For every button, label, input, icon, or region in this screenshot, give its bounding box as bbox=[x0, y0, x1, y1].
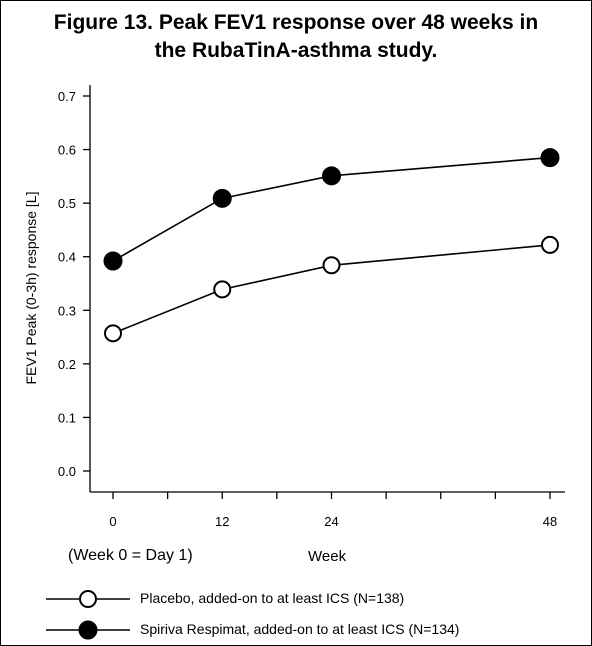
chart-title: Figure 13. Peak FEV1 response over 48 we… bbox=[0, 9, 592, 65]
x-axis-label: Week bbox=[308, 548, 347, 565]
x-tick-label: 0 bbox=[109, 514, 116, 529]
title-line-2: the RubaTinA-asthma study. bbox=[154, 39, 438, 62]
line-chart: 0.0 0.1 0.2 0.3 0.4 0.5 0.6 0.7 0 12 24 48 FEV1 Peak… bbox=[23, 85, 565, 529]
y-tick-label: 0.1 bbox=[58, 410, 76, 425]
y-tick-label: 0.5 bbox=[58, 196, 76, 211]
data-point bbox=[212, 188, 232, 208]
data-point bbox=[213, 280, 232, 299]
legend-label-spiriva: Spiriva Respimat, added-on to at least I… bbox=[140, 621, 460, 637]
data-point bbox=[541, 235, 559, 254]
title-line-1: Figure 13. Peak FEV1 response over 48 we… bbox=[53, 11, 539, 34]
y-tick-label: 0.7 bbox=[58, 89, 76, 104]
y-tick-label: 0.2 bbox=[58, 357, 76, 372]
chart-axes: 0.0 0.1 0.2 0.3 0.4 0.5 0.6 0.7 0 12 24 48 FEV1 Peak… bbox=[23, 85, 565, 529]
legend-marker-spiriva bbox=[46, 620, 130, 640]
data-point bbox=[322, 166, 341, 186]
legend-item-placebo: Placebo, added-on to at least ICS (N=138… bbox=[0, 587, 592, 611]
legend-item-spiriva: Spiriva Respimat, added-on to at least I… bbox=[0, 618, 592, 642]
legend-marker-placebo bbox=[46, 590, 130, 608]
chart-series bbox=[103, 148, 560, 343]
data-point bbox=[322, 256, 341, 275]
data-point bbox=[103, 251, 123, 271]
week-note: (Week 0 = Day 1) bbox=[68, 547, 193, 564]
series-line-1 bbox=[112, 156, 551, 262]
data-point bbox=[540, 148, 560, 168]
legend-label-placebo: Placebo, added-on to at least ICS (N=138… bbox=[140, 590, 405, 606]
data-point bbox=[104, 324, 122, 343]
x-tick-label: 12 bbox=[215, 514, 229, 529]
y-tick-label: 0.3 bbox=[58, 303, 76, 318]
y-tick-label: 0.6 bbox=[58, 143, 76, 158]
y-tick-label: 0.4 bbox=[58, 250, 76, 265]
series-line-0 bbox=[112, 244, 551, 335]
x-tick-label: 24 bbox=[324, 514, 338, 529]
y-tick-label: 0.0 bbox=[58, 464, 76, 479]
y-axis-label: FEV1 Peak (0-3h) response [L] bbox=[23, 192, 39, 385]
x-tick-label: 48 bbox=[543, 514, 557, 529]
